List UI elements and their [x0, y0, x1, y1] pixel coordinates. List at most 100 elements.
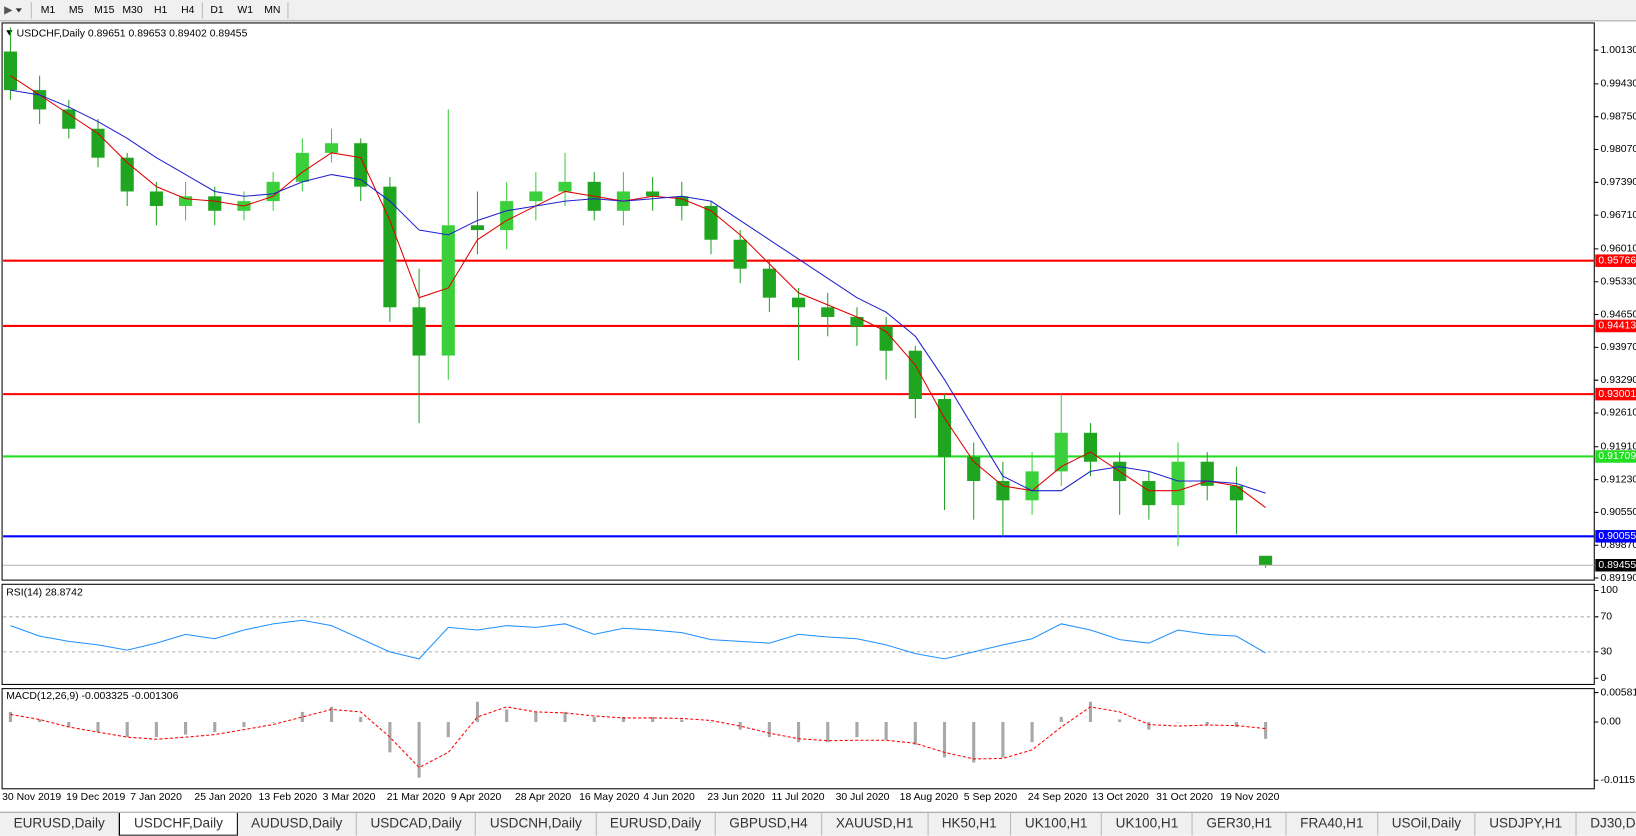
y-tick-label: 0.97390: [1601, 177, 1636, 188]
symbol-tab[interactable]: GER30,H1: [1193, 812, 1287, 836]
x-tick-label: 13 Oct 2020: [1092, 792, 1149, 803]
symbol-tab[interactable]: EURUSD,Daily: [596, 812, 716, 836]
candle-body: [529, 191, 543, 202]
toolbar-dropdown[interactable]: [15, 8, 22, 13]
candle-body: [1083, 432, 1098, 462]
macd-bar: [475, 701, 480, 723]
symbol-tab[interactable]: EURUSD,Daily: [0, 812, 120, 836]
candle-body: [266, 181, 280, 202]
candle-body: [704, 205, 718, 240]
macd-bar: [96, 722, 100, 733]
candle-body: [91, 128, 105, 158]
y-tick-label: 30: [1601, 647, 1613, 658]
y-tick-label: 100: [1601, 585, 1619, 596]
timeframe-button[interactable]: MN: [264, 5, 280, 16]
macd-bar: [154, 722, 158, 738]
candle-body: [1054, 432, 1068, 472]
candle-body: [120, 157, 134, 192]
macd-last: -0.003325: [82, 691, 129, 702]
macd-bar: [884, 722, 888, 740]
y-tick-label: 0.99430: [1601, 79, 1636, 90]
y-tick-label: 0.91230: [1601, 474, 1636, 485]
timeframe-button[interactable]: H1: [154, 5, 168, 16]
macd-bar: [1264, 722, 1268, 739]
y-tick-label: 0.005818: [1601, 687, 1636, 698]
y-tick-label: 70: [1601, 612, 1613, 623]
macd-bar: [680, 719, 684, 723]
candle-body: [879, 326, 893, 351]
timeframe-button[interactable]: M30: [122, 5, 142, 16]
symbol-tab[interactable]: USDCHF,Daily: [119, 812, 238, 836]
symbol-tab[interactable]: AUDUSD,Daily: [238, 812, 357, 836]
candle-body: [295, 152, 309, 182]
macd-header: MACD(12,26,9) -0.003325 -0.001306: [6, 691, 178, 702]
macd-bar: [1059, 716, 1063, 723]
level-label-box: [1595, 254, 1636, 267]
candle-body: [762, 268, 776, 298]
symbol-tab[interactable]: DJ30,Daily: [1577, 813, 1636, 836]
symbol-tab[interactable]: GBPUSD,H4: [716, 812, 823, 836]
macd-bar: [446, 722, 450, 738]
x-tick-label: 19 Nov 2020: [1220, 792, 1279, 803]
last-high: 0.89653: [129, 28, 167, 39]
symbol-tab[interactable]: USDCAD,Daily: [357, 812, 477, 836]
macd-bar: [972, 722, 976, 763]
y-tick-label: 0.00: [1601, 717, 1621, 728]
moving-average: [10, 75, 1266, 509]
macd-bar: [1234, 722, 1238, 728]
y-tick-label: 0.98070: [1601, 144, 1636, 155]
toolbar-icon[interactable]: [4, 6, 13, 15]
symbol-tab[interactable]: USDJPY,H1: [1476, 812, 1577, 836]
timeframe-button[interactable]: H4: [181, 5, 195, 16]
macd-bar: [592, 716, 596, 723]
macd-bar: [359, 716, 363, 723]
macd-bar: [417, 722, 421, 778]
x-tick-label: 25 Jan 2020: [194, 792, 252, 803]
macd-bar: [942, 722, 947, 758]
candle-body: [675, 196, 689, 206]
level-label: 0.91709: [1598, 451, 1636, 462]
y-tick-label: 0.94650: [1601, 309, 1636, 320]
symbol-tab[interactable]: USDCNH,Daily: [476, 812, 597, 836]
chart-title: USDCHF,Daily: [17, 28, 86, 39]
timeframe-button[interactable]: D1: [210, 5, 224, 16]
signal-last: -0.001306: [131, 691, 178, 702]
macd-bar: [213, 722, 217, 733]
last-close: 0.89455: [210, 28, 248, 39]
candle-body: [354, 143, 368, 187]
symbol-tab[interactable]: UK100,H1: [1102, 812, 1193, 836]
moving-average: [10, 89, 1266, 494]
macd-bar: [1147, 722, 1151, 730]
timeframe-button[interactable]: M15: [94, 5, 114, 16]
timeframe-button[interactable]: M5: [69, 5, 84, 16]
candle-body: [1200, 461, 1214, 486]
symbol-tab[interactable]: FRA40,H1: [1287, 812, 1379, 836]
timeframe-button[interactable]: M1: [41, 5, 56, 16]
candle-body: [1171, 461, 1185, 506]
chart-area: M1 M5 M15 M30 H1 H4 D1 W1 MN USDCHF,Dail…: [0, 0, 1636, 803]
x-tick-label: 9 Apr 2020: [451, 792, 502, 803]
macd-bar: [271, 722, 275, 723]
rsi-title: RSI(14): [6, 587, 42, 598]
symbol-tab[interactable]: XAUUSD,H1: [822, 812, 929, 836]
y-tick-label: 0.91910: [1601, 442, 1636, 453]
macd-bar: [505, 709, 509, 723]
timeframe-button[interactable]: W1: [237, 5, 253, 16]
macd-bar: [125, 722, 129, 738]
rsi-line: [10, 619, 1266, 660]
macd-bar: [38, 719, 42, 723]
macd-title: MACD(12,26,9): [6, 691, 78, 702]
symbol-tab[interactable]: USOil,Daily: [1378, 812, 1476, 836]
candle-body: [1229, 485, 1243, 501]
candle-body: [967, 456, 981, 482]
candle-body: [791, 297, 806, 308]
macd-bar: [855, 722, 859, 738]
macd-bar: [329, 706, 334, 723]
symbol-tab[interactable]: HK50,H1: [928, 812, 1012, 836]
candle-body: [908, 350, 922, 399]
candle-body: [500, 201, 514, 231]
candle-body: [149, 191, 163, 206]
candle-body: [470, 225, 485, 231]
symbol-tab[interactable]: UK100,H1: [1011, 812, 1103, 836]
